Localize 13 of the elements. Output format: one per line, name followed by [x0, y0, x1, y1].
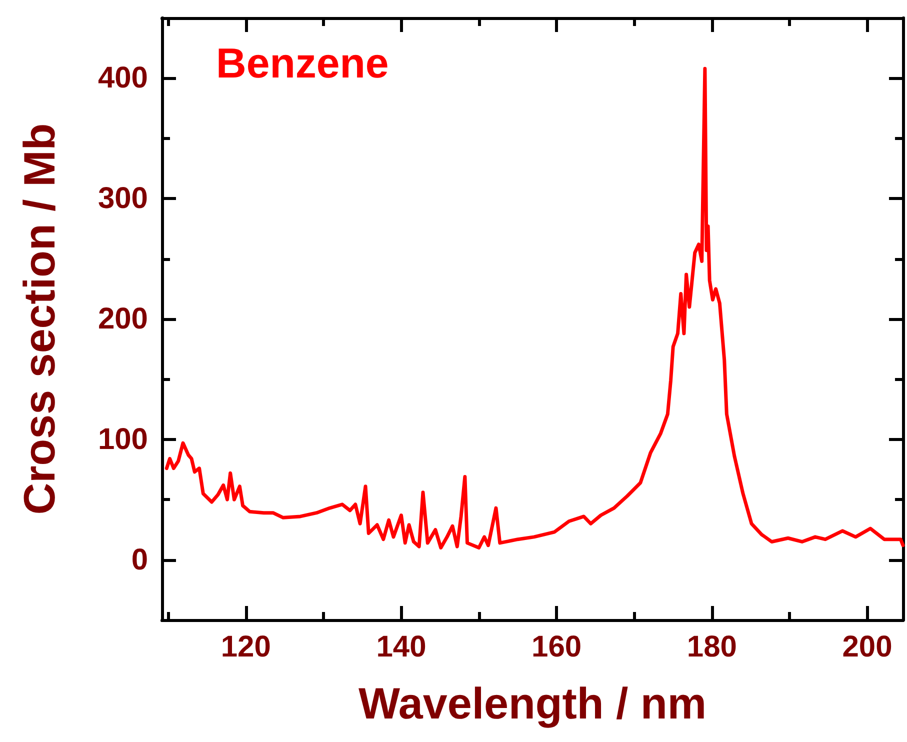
- x-tick-label: 160: [532, 630, 582, 664]
- y-tick-label: 400: [98, 62, 148, 95]
- x-tick-label: 180: [686, 630, 737, 664]
- y-tick-label: 100: [98, 422, 148, 456]
- x-tick-label: 140: [376, 630, 426, 664]
- x-axis-title: Wavelength / nm: [358, 680, 706, 728]
- y-tick-label: 200: [98, 302, 148, 336]
- y-tick-label: 0: [131, 543, 148, 576]
- text: Benzene: [216, 40, 389, 86]
- x-tick-label: 200: [842, 630, 892, 664]
- x-tick-label: 120: [220, 630, 271, 664]
- y-tick-label: 300: [98, 182, 148, 216]
- y-axis-title: Cross section / Mb: [16, 123, 64, 515]
